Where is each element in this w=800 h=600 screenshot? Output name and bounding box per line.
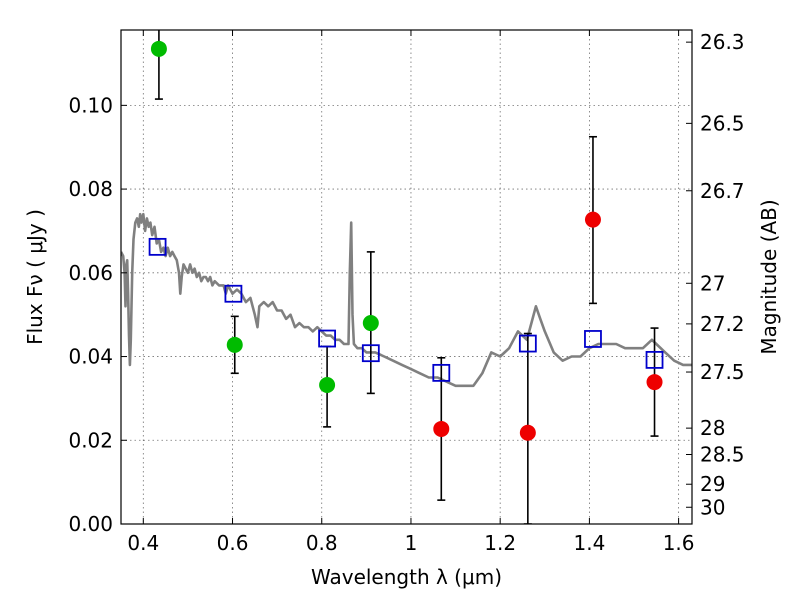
x-tick-label: 0.8 <box>306 531 338 555</box>
right-tick-label: 26.5 <box>700 111 745 135</box>
x-tick-label: 0.6 <box>217 531 249 555</box>
measured-flux-point <box>646 374 663 391</box>
measured-flux-point <box>319 377 336 394</box>
y-tick-label: 0.08 <box>68 177 113 201</box>
right-tick-label: 27 <box>700 271 725 295</box>
x-tick-label: 1.2 <box>484 531 516 555</box>
series-group <box>121 30 692 524</box>
model-flux-square <box>148 237 167 256</box>
x-tick-label: 1.4 <box>573 531 605 555</box>
axes-frame <box>120 29 693 525</box>
measured-flux-point <box>226 336 243 353</box>
x-axis-title: Wavelength λ (μm) <box>311 565 502 589</box>
x-tick-label: 0.4 <box>127 531 159 555</box>
y-tick-label: 0.02 <box>68 428 113 452</box>
right-tick-label: 27.5 <box>700 360 745 384</box>
template-spectrum-line <box>121 212 692 388</box>
y-axis-title: Flux Fν ( μJy ) <box>23 209 47 345</box>
model-flux-square <box>645 350 664 369</box>
right-tick-label: 26.7 <box>700 179 745 203</box>
measured-flux-point <box>433 420 450 437</box>
y-tick-label: 0.00 <box>68 512 113 536</box>
y-tick-label: 0.04 <box>68 345 113 369</box>
right-axis-title: Magnitude (AB) <box>757 199 781 354</box>
x-tick-label: 1.6 <box>663 531 695 555</box>
measured-flux-point <box>519 424 536 441</box>
right-tick-label: 30 <box>700 495 725 519</box>
measured-flux-point <box>584 211 601 228</box>
right-tick-label: 26.3 <box>700 30 745 54</box>
right-tick-label: 28 <box>700 416 725 440</box>
measured-flux-point <box>150 40 167 57</box>
model-flux-square <box>432 363 451 382</box>
model-flux-square <box>584 330 602 348</box>
model-flux-square <box>318 329 336 348</box>
right-tick-label: 29 <box>700 472 725 496</box>
measured-flux-point <box>362 315 379 332</box>
model-flux-square <box>361 344 380 363</box>
y-tick-label: 0.10 <box>68 93 113 117</box>
model-flux-square <box>224 284 243 303</box>
right-tick-label: 27.2 <box>700 312 745 336</box>
y-tick-label: 0.06 <box>68 261 113 285</box>
model-flux-square <box>518 334 537 353</box>
x-tick-label: 1 <box>405 531 418 555</box>
axis-ticks: 0.4 0.6 0.8 1 1.2 1.4 1.6 0.00 0.02 0.04 0.06 0.08 0… <box>68 30 745 555</box>
right-tick-label: 28.5 <box>700 443 745 467</box>
plot-area <box>121 30 692 524</box>
